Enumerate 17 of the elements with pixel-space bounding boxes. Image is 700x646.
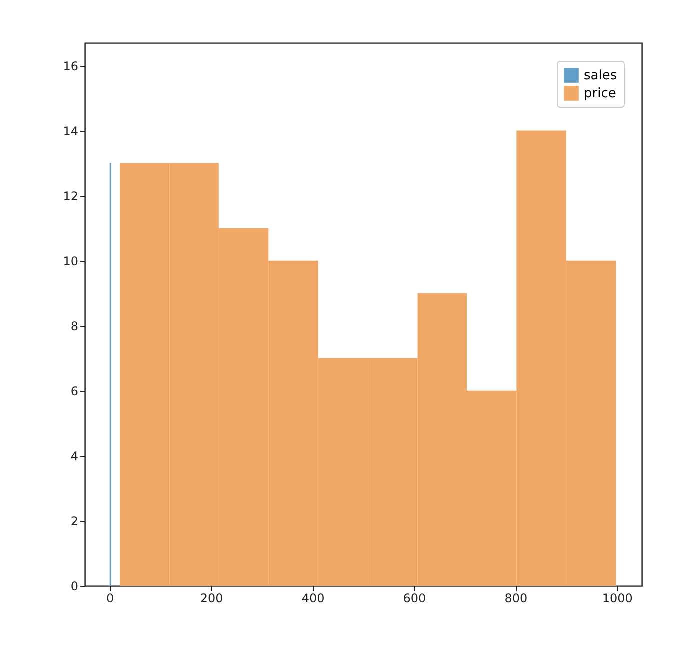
y-tick-label: 6 [70,384,78,398]
y-tick-label: 0 [70,580,78,594]
legend-label: sales [584,68,618,84]
y-tick-label: 4 [70,449,78,464]
x-tick-label: 800 [504,592,528,606]
x-tick-label: 600 [403,592,426,606]
x-tick-label: 0 [106,592,114,606]
y-tick-label: 2 [70,514,78,528]
y-tick-label: 16 [63,59,78,74]
y-tick-label: 10 [63,254,78,268]
x-tick-label: 200 [200,592,224,606]
y-tick-label: 14 [63,124,78,138]
y-tick-label: 12 [63,189,78,204]
legend-label: price [584,86,616,102]
x-tick-label: 400 [302,592,325,606]
x-tick-label: 1000 [602,592,633,606]
y-tick-label: 8 [70,319,78,334]
